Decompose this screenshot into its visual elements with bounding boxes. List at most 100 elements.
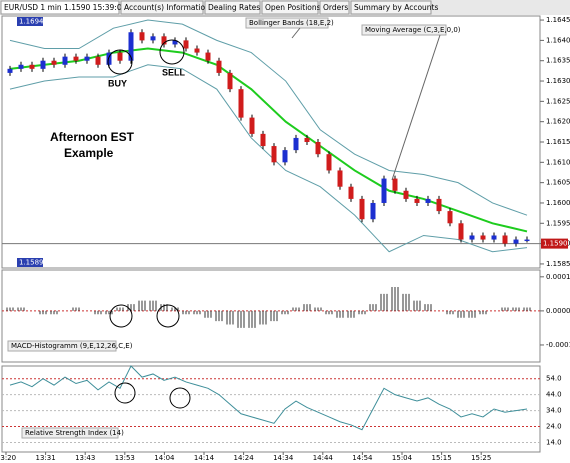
candle (524, 239, 530, 242)
y-tick-label: -0.0001 (546, 341, 570, 349)
x-tick-label: 14:34 (273, 454, 294, 462)
candle (7, 68, 13, 73)
candle (447, 211, 453, 224)
x-tick-label: 14:54 (352, 454, 373, 462)
candle (106, 52, 112, 65)
note-line: Afternoon EST (50, 130, 135, 144)
bottom-tag (17, 258, 43, 267)
y-tick-label: 44.0 (546, 391, 562, 399)
x-tick-label: 13:31 (36, 454, 56, 462)
rsi-label: Relative Strength Index (14) (25, 429, 124, 437)
tab[interactable] (261, 0, 319, 15)
candle (194, 48, 200, 53)
candle (271, 146, 277, 163)
candle (392, 178, 398, 191)
y-tick-label: 0.0000 (546, 307, 570, 315)
tab[interactable] (120, 0, 204, 15)
sell-circle (159, 39, 185, 65)
x-tick-label: 14:04 (154, 454, 175, 462)
y-tick-label: 1.1605 (546, 179, 570, 187)
window-title: EUR/USD 1 min 1.1590 15:39:00 (4, 3, 127, 12)
y-tick-label: 1.1625 (546, 97, 570, 105)
candle (304, 137, 310, 142)
candle (172, 40, 178, 45)
candle (315, 142, 321, 155)
macd-circle (109, 304, 133, 328)
candle (51, 60, 57, 65)
rsi-label-box (21, 427, 119, 439)
candle (183, 40, 189, 49)
title-tab (0, 0, 120, 15)
candle (73, 56, 79, 61)
candle (425, 198, 431, 203)
candle (227, 72, 233, 90)
x-tick-label: 14:24 (234, 454, 255, 462)
macd-label: MACD-Histogramm (9,E,12,26,C,E) (11, 342, 133, 350)
sell-label: SELL (162, 67, 186, 77)
y-tick-label: 54.0 (546, 375, 562, 383)
candle (469, 235, 475, 240)
tabs: EUR/USD 1 min 1.1590 15:39:00Account(s) … (0, 0, 438, 15)
tab-label[interactable]: Orders (323, 3, 348, 12)
y-tick-label: 14.0 (546, 438, 562, 446)
candle (370, 202, 376, 220)
candle (95, 56, 101, 65)
candle (326, 154, 332, 171)
x-tick-label: 15:15 (432, 454, 452, 462)
candle (150, 36, 156, 41)
candle (260, 133, 266, 147)
y-tick-label: 1.1640 (546, 36, 570, 44)
rsi-circle (114, 382, 136, 404)
tab-label[interactable]: Account(s) Information (124, 3, 210, 12)
candle (117, 52, 123, 61)
bollinger-label: Bollinger Bands (18,E,2) (249, 19, 334, 27)
candle (216, 60, 222, 73)
buy-circle (107, 49, 133, 75)
note-line: Example (64, 146, 114, 160)
band-line (9, 19, 528, 216)
y-tick-label: 1.1615 (546, 138, 570, 146)
x-tick-label: 15:04 (392, 454, 413, 462)
y-tick-label: 1.1635 (546, 57, 570, 65)
candle (139, 32, 145, 41)
candle (84, 56, 90, 61)
ma-pointer (391, 34, 441, 181)
x-tick-label: 15:25 (471, 454, 491, 462)
candle (348, 186, 354, 199)
tab[interactable] (204, 0, 261, 15)
candle (128, 32, 134, 61)
last-price-tag (541, 238, 568, 249)
candle (161, 36, 167, 45)
bottom-tag-label: 1.1589 (19, 259, 44, 267)
candle (238, 89, 244, 118)
candle (480, 235, 486, 240)
rsi-circle (169, 387, 191, 409)
tab[interactable] (319, 0, 350, 15)
candle (381, 178, 387, 203)
y-tick-label: 1.1610 (546, 158, 570, 166)
y-tick-label: 24.0 (546, 423, 562, 431)
x-tick-label: 13:20 (0, 454, 16, 462)
buy-label: BUY (108, 78, 127, 88)
candle (414, 198, 420, 203)
tab-label[interactable]: Open Positions (265, 3, 321, 12)
candle (502, 235, 508, 244)
x-tick-label: 14:14 (194, 454, 215, 462)
y-tick-label: 0.0001 (546, 273, 570, 281)
tab-label[interactable]: Summary by Accounts (354, 3, 438, 12)
tab[interactable] (350, 0, 432, 15)
y-tick-label: 1.1630 (546, 77, 570, 85)
candle (403, 190, 409, 199)
x-tick-label: 14:44 (313, 454, 334, 462)
x-tick-label: 13:43 (75, 454, 95, 462)
top-tag (17, 17, 43, 26)
candle (282, 150, 288, 163)
candle (491, 235, 497, 240)
tab-label[interactable]: Dealing Rates (208, 3, 260, 12)
candle (62, 56, 68, 65)
y-tick-label: 1.1595 (546, 219, 570, 227)
ma-label-box (361, 24, 447, 36)
rsi-line (9, 365, 528, 431)
ma-label: Moving Average (C,3,E,0,0) (365, 26, 461, 34)
